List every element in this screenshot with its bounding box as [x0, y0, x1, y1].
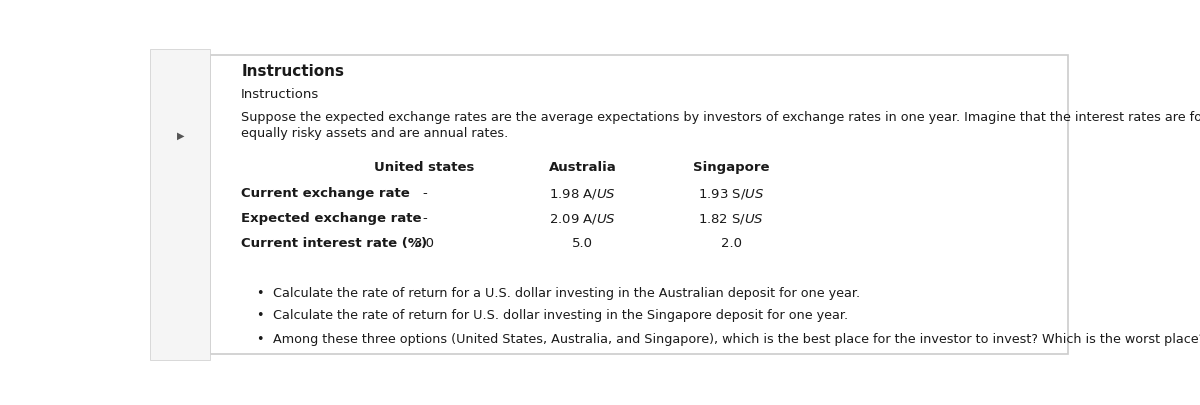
Bar: [150, 49, 210, 360]
Text: 5.0: 5.0: [572, 237, 593, 250]
Text: Expected exchange rate: Expected exchange rate: [241, 212, 421, 225]
Text: United states: United states: [374, 162, 474, 175]
Text: Suppose the expected exchange rates are the average expectations by investors of: Suppose the expected exchange rates are …: [241, 111, 1200, 124]
Text: equally risky assets and are annual rates.: equally risky assets and are annual rate…: [241, 127, 509, 140]
Text: 1.82 S$/US$: 1.82 S$/US$: [698, 212, 764, 226]
Text: •: •: [256, 309, 264, 322]
Text: Calculate the rate of return for a U.S. dollar investing in the Australian depos: Calculate the rate of return for a U.S. …: [272, 287, 860, 300]
Text: Singapore: Singapore: [694, 162, 769, 175]
Text: Australia: Australia: [548, 162, 617, 175]
Text: 1.93 S$/US$: 1.93 S$/US$: [698, 188, 764, 201]
Text: Calculate the rate of return for U.S. dollar investing in the Singapore deposit : Calculate the rate of return for U.S. do…: [272, 309, 848, 322]
Text: Instructions: Instructions: [241, 87, 319, 100]
Text: Current exchange rate: Current exchange rate: [241, 188, 410, 200]
Text: •: •: [256, 287, 264, 300]
Text: 2.09 A$/US$: 2.09 A$/US$: [548, 212, 616, 226]
Text: ▶: ▶: [176, 131, 185, 141]
Text: 2.0: 2.0: [721, 237, 742, 250]
Text: Current interest rate (%): Current interest rate (%): [241, 237, 427, 250]
Text: Among these three options (United States, Australia, and Singapore), which is th: Among these three options (United States…: [272, 333, 1200, 346]
Text: -: -: [422, 188, 427, 200]
FancyBboxPatch shape: [210, 55, 1068, 354]
Text: -: -: [422, 212, 427, 225]
Text: •: •: [256, 333, 264, 346]
Text: Instructions: Instructions: [241, 64, 344, 79]
Text: 1.98 A$/US$: 1.98 A$/US$: [548, 188, 616, 201]
Text: 3.0: 3.0: [414, 237, 434, 250]
